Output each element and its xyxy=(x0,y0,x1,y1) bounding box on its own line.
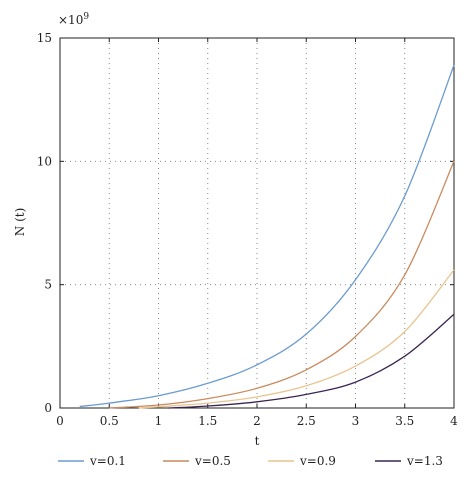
x-tick-label: 2 xyxy=(253,414,261,428)
x-tick-label: 3.5 xyxy=(395,414,414,428)
y-tick-label: 10 xyxy=(37,154,52,168)
grid xyxy=(60,38,454,408)
legend-label-2: v=0.9 xyxy=(299,454,336,468)
x-tick-label: 2.5 xyxy=(297,414,316,428)
x-tick-label: 4 xyxy=(450,414,458,428)
y-axis-label: N (t) xyxy=(13,208,27,237)
legend: v=0.1 v=0.5 v=0.9 v=1.3 xyxy=(58,454,443,468)
legend-label-0: v=0.1 xyxy=(89,454,126,468)
y-tick-label: 5 xyxy=(44,278,52,292)
x-tick-label: 3 xyxy=(352,414,360,428)
y-multiplier-base: ×10 xyxy=(58,13,83,27)
x-axis-label: t xyxy=(255,434,260,448)
x-tick-label: 1.5 xyxy=(198,414,217,428)
x-tick-label: 0 xyxy=(56,414,64,428)
y-multiplier-label: ×109 xyxy=(58,12,89,27)
series-line-0 xyxy=(79,64,455,408)
series-lines xyxy=(79,64,455,409)
ticks: 0 0.5 1 1.5 2 2.5 3 3.5 4 0 5 10 15 xyxy=(37,31,458,428)
series-line-3 xyxy=(168,313,455,409)
legend-label-3: v=1.3 xyxy=(406,454,443,468)
y-tick-label: 15 xyxy=(37,31,52,45)
x-tick-label: 0.5 xyxy=(100,414,119,428)
series-line-1 xyxy=(109,161,455,409)
x-tick-label: 1 xyxy=(155,414,163,428)
y-multiplier-exponent: 9 xyxy=(83,12,89,22)
series-line-2 xyxy=(138,269,455,409)
y-tick-label: 0 xyxy=(44,401,52,415)
legend-label-1: v=0.5 xyxy=(194,454,231,468)
